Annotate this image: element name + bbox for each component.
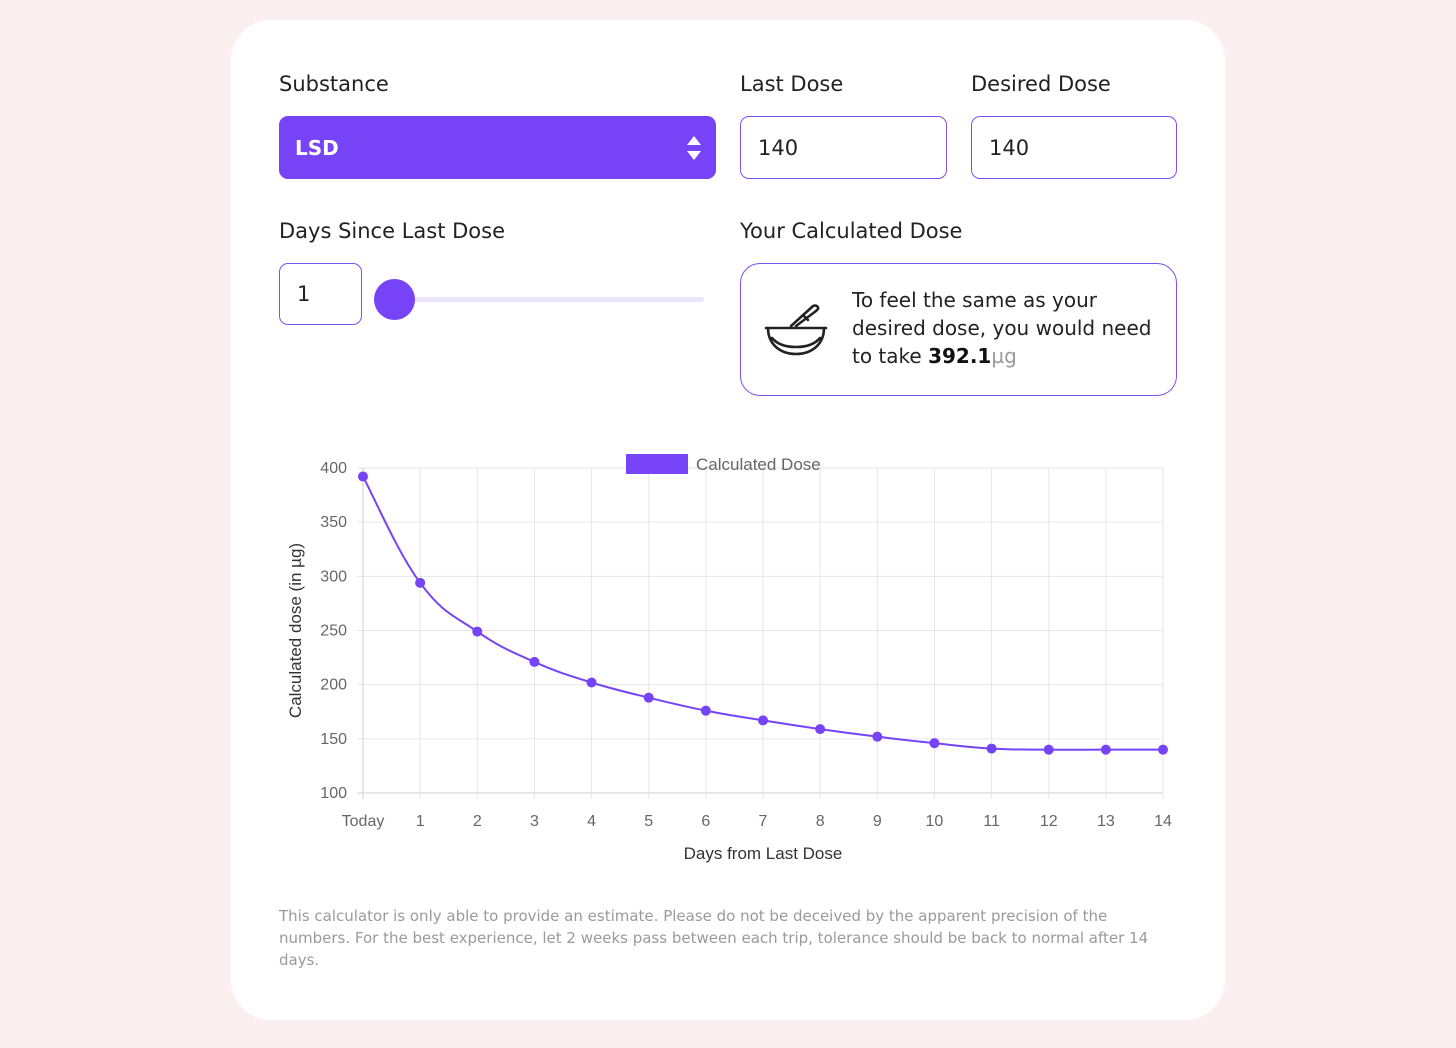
x-tick-label: 4 [587, 813, 596, 830]
data-point [529, 656, 540, 667]
data-point [815, 724, 826, 735]
select-arrows-icon [687, 136, 701, 160]
data-point [700, 705, 711, 716]
x-tick-label: 13 [1097, 813, 1115, 830]
x-tick-label: 12 [1040, 813, 1058, 830]
data-point [1100, 744, 1111, 755]
data-point [1158, 744, 1168, 755]
days-slider-thumb[interactable] [374, 279, 415, 320]
mortar-pestle-icon [764, 304, 828, 356]
x-tick-label: Today [342, 813, 385, 830]
data-point [358, 471, 368, 482]
calculated-dose-unit: µg [991, 344, 1017, 368]
data-point [586, 677, 597, 688]
data-point [643, 692, 654, 703]
x-tick-label: 10 [926, 813, 944, 830]
desired-dose-label: Desired Dose [971, 72, 1111, 96]
substance-label: Substance [279, 72, 389, 96]
y-axis-title: Calculated dose (in µg) [286, 543, 305, 718]
x-tick-label: 8 [816, 813, 825, 830]
x-tick-label: 6 [701, 813, 710, 830]
disclaimer-text: This calculator is only able to provide … [279, 907, 1149, 969]
x-tick-label: 9 [873, 813, 882, 830]
y-tick-label: 150 [320, 731, 347, 748]
legend-label: Calculated Dose [696, 455, 821, 474]
y-tick-label: 250 [320, 623, 347, 640]
days-since-label: Days Since Last Dose [279, 219, 505, 243]
desired-dose-input[interactable]: 140 [971, 116, 1177, 179]
calculator-card: Substance LSD Last Dose 140 Desired Dose… [231, 20, 1225, 1020]
y-tick-label: 200 [320, 677, 347, 694]
x-tick-label: 11 [983, 813, 1000, 830]
calculated-dose-label: Your Calculated Dose [740, 219, 963, 243]
substance-select[interactable]: LSD [279, 116, 716, 179]
last-dose-input[interactable]: 140 [740, 116, 947, 179]
days-since-input[interactable]: 1 [279, 263, 362, 325]
data-point [929, 738, 940, 749]
last-dose-label: Last Dose [740, 72, 844, 96]
legend-swatch [626, 454, 688, 474]
x-tick-label: 3 [530, 813, 539, 830]
x-tick-label: 5 [644, 813, 653, 830]
data-point [758, 715, 768, 726]
data-point [415, 577, 426, 588]
data-point [472, 626, 483, 637]
data-point [986, 743, 997, 754]
y-tick-label: 350 [320, 514, 347, 531]
x-tick-label: 14 [1154, 813, 1172, 830]
data-point [872, 731, 883, 742]
days-slider-track[interactable] [391, 297, 704, 302]
y-tick-label: 100 [320, 785, 347, 802]
y-tick-label: 400 [320, 460, 347, 477]
calculated-dose-box: To feel the same as your desired dose, y… [740, 263, 1177, 396]
x-tick-label: 1 [416, 813, 425, 830]
x-tick-label: 7 [759, 813, 768, 830]
substance-select-value: LSD [295, 135, 339, 160]
calculated-dose-text: To feel the same as your desired dose, y… [852, 286, 1162, 370]
y-tick-label: 300 [320, 568, 347, 585]
data-point [1043, 744, 1054, 755]
calculated-dose-prefix: To feel the same as your desired dose, y… [852, 288, 1152, 368]
x-tick-label: 2 [473, 813, 482, 830]
calculated-dose-value: 392.1 [928, 344, 992, 368]
x-axis-title: Days from Last Dose [684, 844, 843, 863]
